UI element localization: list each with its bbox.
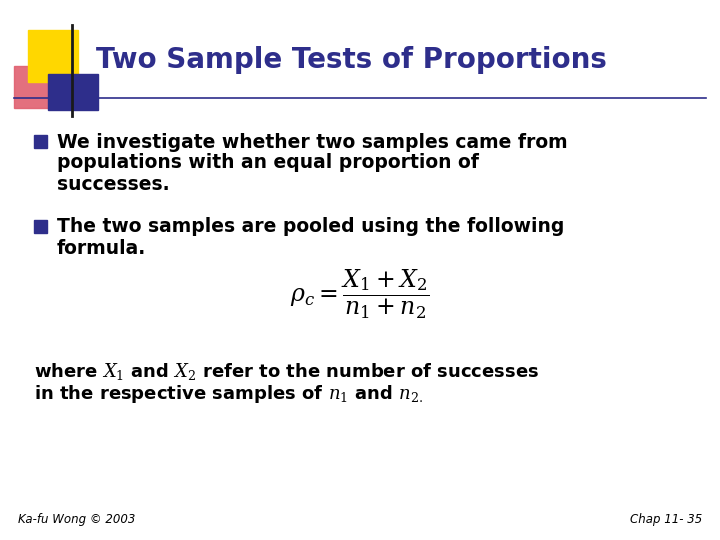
Text: $\rho_c = \dfrac{X_1 + X_2}{n_1 + n_2}$: $\rho_c = \dfrac{X_1 + X_2}{n_1 + n_2}$ — [290, 267, 430, 321]
Text: successes.: successes. — [57, 174, 170, 193]
Bar — [14, 66, 64, 108]
Bar — [34, 220, 47, 233]
Text: The two samples are pooled using the following: The two samples are pooled using the fol… — [57, 218, 564, 237]
Text: where $\mathit{X}_1$ and $\mathit{X}_2$ refer to the number of successes: where $\mathit{X}_1$ and $\mathit{X}_2$ … — [34, 361, 539, 382]
Text: in the respective samples of $\mathit{n}_1$ and $\mathit{n}_{2.}$: in the respective samples of $\mathit{n}… — [34, 383, 423, 405]
Bar — [28, 30, 78, 82]
Text: Ka-fu Wong © 2003: Ka-fu Wong © 2003 — [18, 513, 135, 526]
Bar — [48, 74, 98, 110]
Bar — [34, 135, 47, 148]
Text: formula.: formula. — [57, 239, 146, 258]
Text: populations with an equal proportion of: populations with an equal proportion of — [57, 153, 479, 172]
Text: Two Sample Tests of Proportions: Two Sample Tests of Proportions — [96, 46, 607, 74]
Text: We investigate whether two samples came from: We investigate whether two samples came … — [57, 132, 567, 152]
Text: Chap 11- 35: Chap 11- 35 — [630, 513, 702, 526]
